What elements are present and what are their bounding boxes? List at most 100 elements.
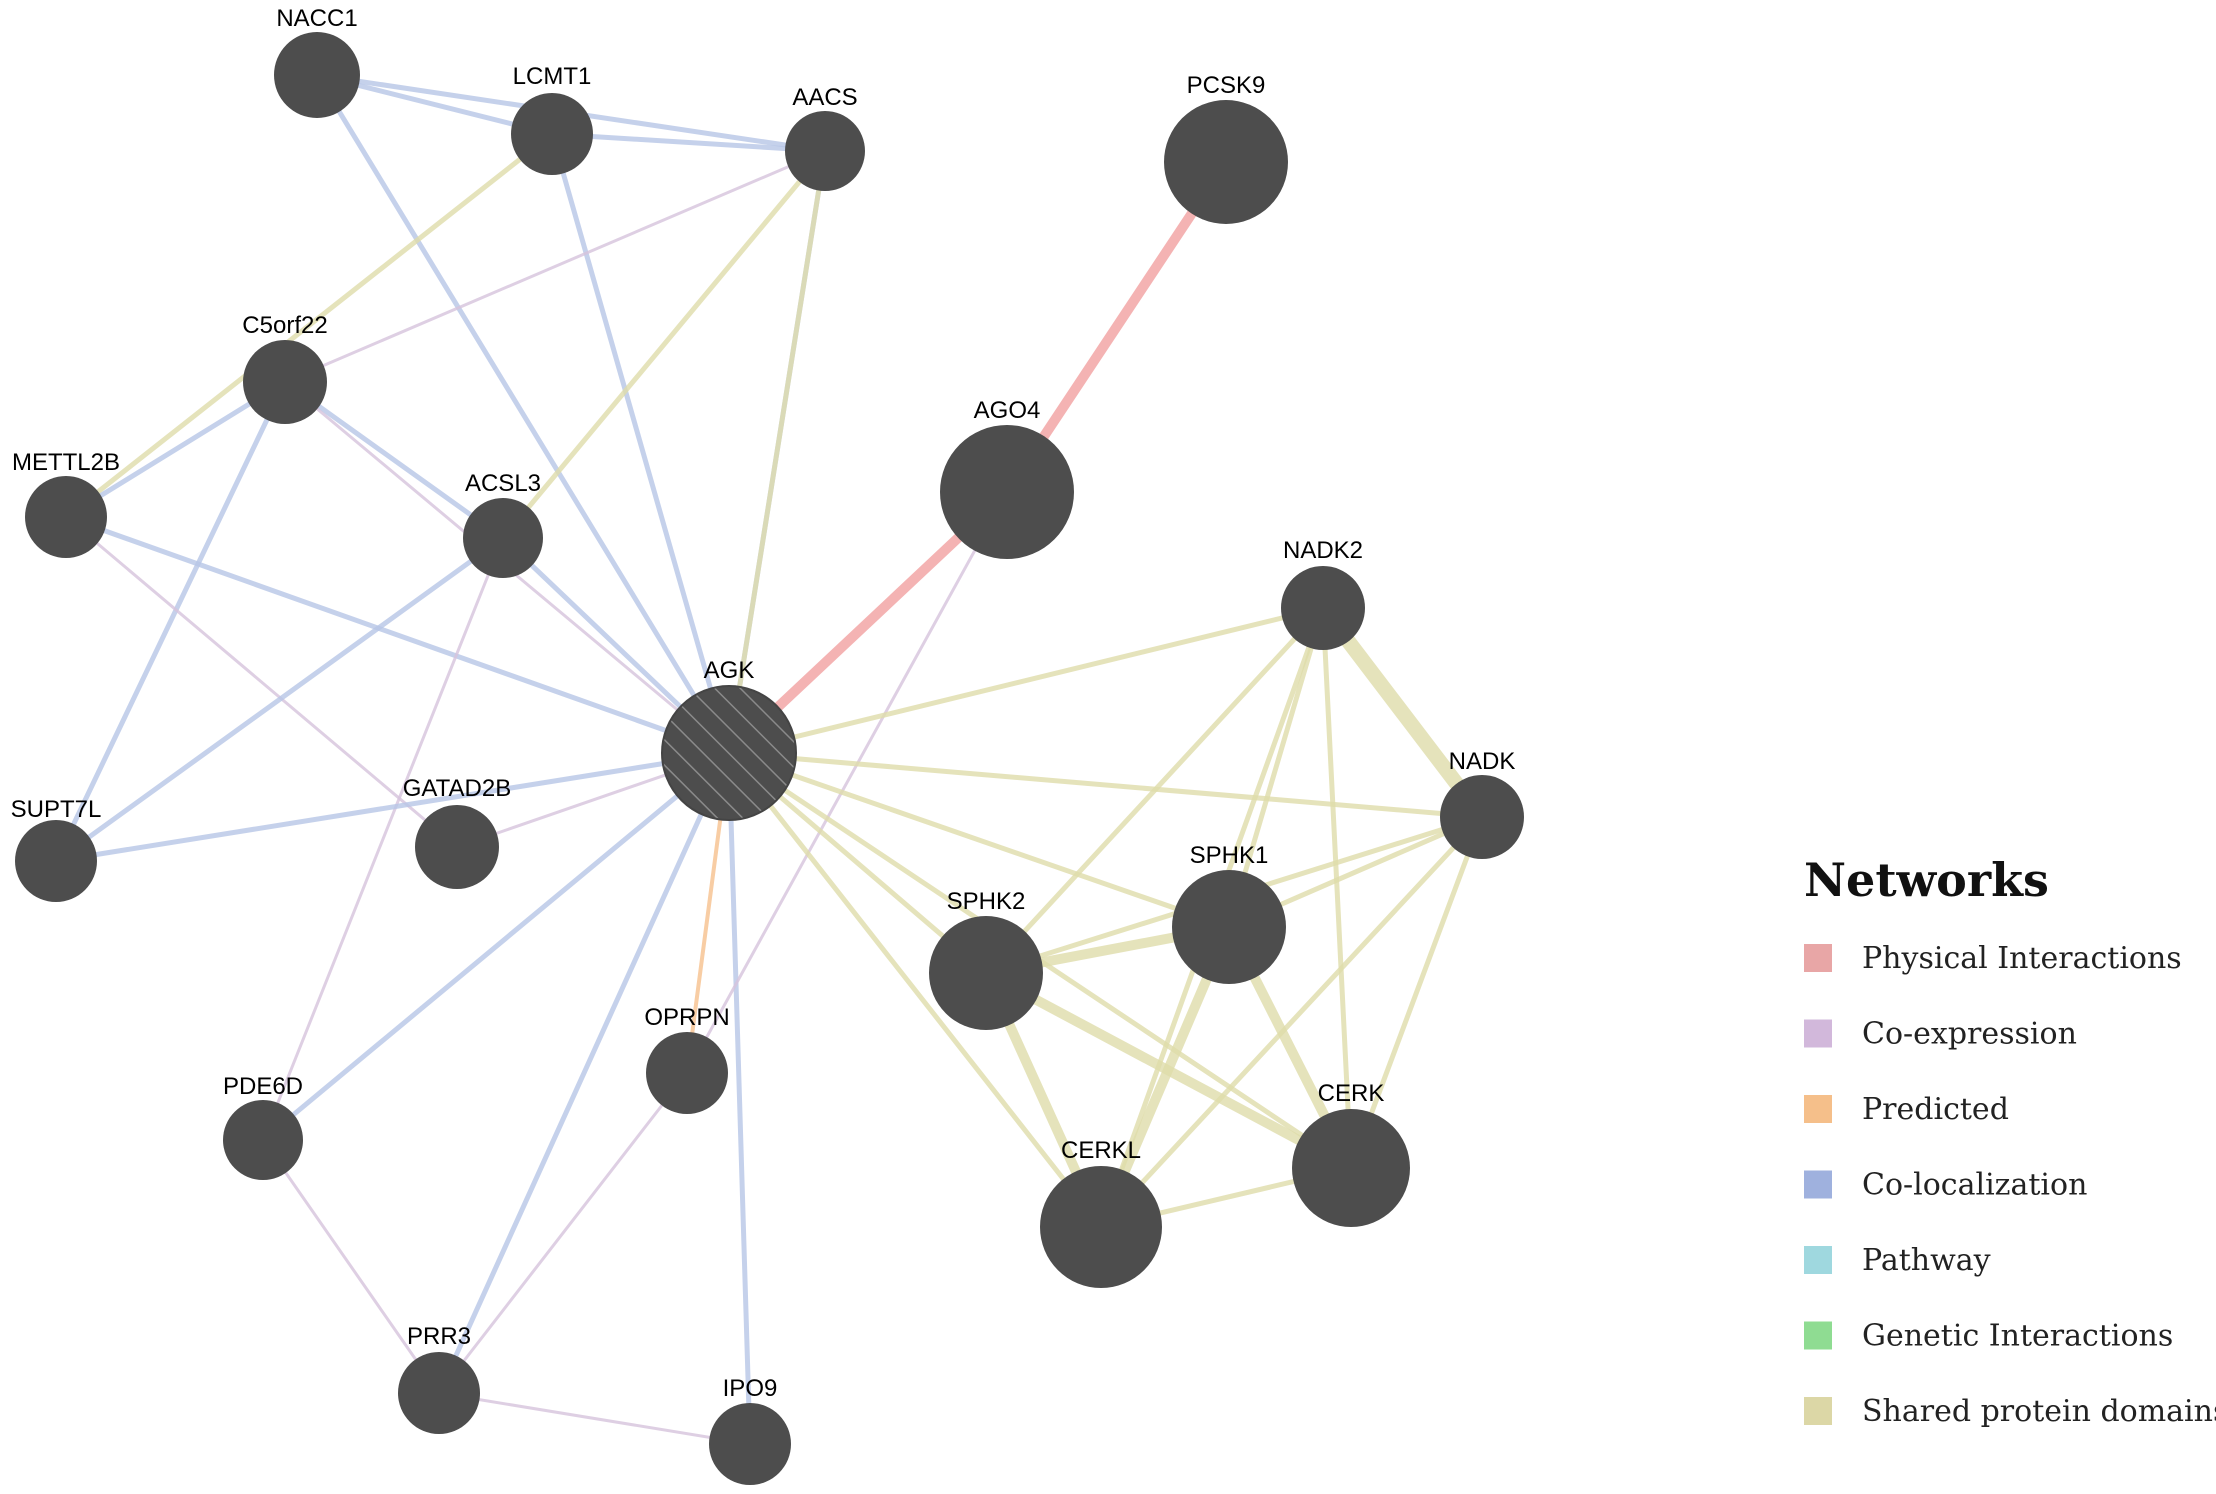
edge-lcmt1-mettl2b	[63, 131, 555, 520]
node-label-oprpn: OPRPN	[644, 1004, 729, 1031]
node-label-nadk2: NADK2	[1283, 537, 1363, 564]
node-cerkl[interactable]: CERKL	[1040, 1137, 1162, 1288]
node-label-aacs: AACS	[792, 84, 857, 111]
node-label-nadk: NADK	[1449, 748, 1516, 775]
edge-aacs-acsl3	[500, 148, 828, 541]
node-mettl2b[interactable]: METTL2B	[12, 449, 120, 558]
node-pde6d[interactable]: PDE6D	[223, 1073, 303, 1180]
node-ipo9[interactable]: IPO9	[709, 1375, 791, 1485]
edge-prr3-ipo9	[437, 1391, 752, 1446]
edge-mettl2b-agk	[63, 514, 732, 756]
legend-label: Pathway	[1862, 1243, 1991, 1278]
node-circle-prr3[interactable]	[398, 1352, 480, 1434]
node-circle-sphk1[interactable]	[1172, 870, 1286, 984]
node-circle-nadk2[interactable]	[1281, 566, 1365, 650]
node-circle-ago4[interactable]	[940, 425, 1074, 559]
node-pcsk9[interactable]: PCSK9	[1164, 72, 1288, 224]
edge-agk-nadk	[726, 750, 1485, 820]
node-circle-aacs[interactable]	[785, 111, 865, 191]
node-ago4[interactable]: AGO4	[940, 397, 1074, 559]
legend-item: Pathway	[1804, 1243, 1991, 1278]
edge-prr3-agk	[436, 750, 732, 1396]
node-circle-sphk2[interactable]	[929, 916, 1043, 1030]
node-circle-oprpn[interactable]	[646, 1032, 728, 1114]
edge-aacs-agk	[726, 148, 828, 756]
node-label-ipo9: IPO9	[723, 1375, 778, 1402]
node-layer: NACC1 LCMT1 AACS PCSK9 C5orf22 METTL2B ACSL3 AG…	[11, 5, 1524, 1485]
node-label-sphk2: SPHK2	[947, 888, 1026, 915]
node-sphk1[interactable]: SPHK1	[1172, 842, 1286, 984]
node-circle-acsl3[interactable]	[463, 498, 543, 578]
legend-label: Physical Interactions	[1862, 941, 2182, 976]
node-circle-c5orf22[interactable]	[243, 340, 327, 424]
node-gatad2b[interactable]: GATAD2B	[403, 775, 511, 889]
node-circle-cerk[interactable]	[1292, 1109, 1410, 1227]
node-circle-nacc1[interactable]	[274, 32, 360, 118]
legend-label: Co-localization	[1862, 1168, 2087, 1203]
node-label-prr3: PRR3	[407, 1323, 471, 1350]
node-circle-lcmt1[interactable]	[511, 93, 593, 175]
legend-swatch	[1804, 1170, 1832, 1199]
node-circle-ipo9[interactable]	[709, 1403, 791, 1485]
node-circle-gatad2b[interactable]	[415, 805, 499, 889]
legend-item: Predicted	[1804, 1092, 2009, 1127]
legend-title: Networks	[1804, 853, 2049, 907]
node-label-ago4: AGO4	[974, 397, 1041, 424]
legend-swatch	[1804, 944, 1832, 972]
node-acsl3[interactable]: ACSL3	[463, 470, 543, 578]
legend-swatch	[1804, 1397, 1832, 1425]
node-circle-pcsk9[interactable]	[1164, 100, 1288, 224]
edge-mettl2b-gatad2b	[64, 515, 459, 849]
node-label-cerkl: CERKL	[1061, 1137, 1141, 1164]
legend-item: Physical Interactions	[1804, 941, 2182, 976]
legend-label: Shared protein domains	[1862, 1394, 2216, 1429]
edge-sphk2-cerk	[981, 968, 1356, 1173]
legend-label: Genetic Interactions	[1862, 1319, 2173, 1354]
edge-agk-cerkl	[726, 750, 1104, 1230]
node-oprpn[interactable]: OPRPN	[644, 1004, 730, 1114]
node-lcmt1[interactable]: LCMT1	[511, 63, 593, 175]
node-c5orf22[interactable]: C5orf22	[242, 312, 328, 424]
edge-nadk2-sphk2	[983, 605, 1326, 976]
node-cerk[interactable]: CERK	[1292, 1080, 1410, 1227]
legend-item: Genetic Interactions	[1804, 1319, 2173, 1354]
node-supt7l[interactable]: SUPT7L	[11, 796, 102, 902]
legend-items: Physical Interactions Co-expression Predic…	[1804, 941, 2216, 1429]
legend-swatch	[1804, 1095, 1832, 1123]
node-circle-cerkl[interactable]	[1040, 1166, 1162, 1288]
legend-swatch	[1804, 1321, 1832, 1350]
edge-agk-sphk1	[726, 750, 1232, 930]
node-prr3[interactable]: PRR3	[398, 1323, 480, 1434]
edge-acsl3-pde6d	[261, 536, 505, 1142]
edge-oprpn-ago4	[685, 490, 1009, 1075]
edge-nadk2-nadk	[1315, 600, 1490, 825]
node-circle-nadk[interactable]	[1440, 775, 1524, 859]
legend-swatch	[1804, 1019, 1832, 1048]
node-label-mettl2b: METTL2B	[12, 449, 120, 476]
node-label-sphk1: SPHK1	[1190, 842, 1269, 869]
node-circle-mettl2b[interactable]	[25, 476, 107, 558]
node-label-agk: AGK	[704, 657, 755, 684]
node-label-lcmt1: LCMT1	[513, 63, 592, 90]
node-label-supt7l: SUPT7L	[11, 796, 102, 823]
node-nadk2[interactable]: NADK2	[1281, 537, 1365, 650]
edge-lcmt1-aacs	[549, 131, 828, 154]
node-agk[interactable]: AGK	[661, 657, 797, 821]
node-nadk[interactable]: NADK	[1440, 748, 1524, 859]
node-sphk2[interactable]: SPHK2	[929, 888, 1043, 1030]
node-circle-pde6d[interactable]	[223, 1100, 303, 1180]
legend-item: Shared protein domains	[1804, 1394, 2216, 1429]
node-circle-agk[interactable]	[661, 685, 797, 821]
node-label-pcsk9: PCSK9	[1187, 72, 1266, 99]
edge-lcmt1-agk	[549, 131, 732, 756]
node-label-c5orf22: C5orf22	[242, 312, 327, 339]
node-circle-supt7l[interactable]	[15, 820, 97, 902]
node-label-nacc1: NACC1	[276, 5, 357, 32]
node-label-gatad2b: GATAD2B	[403, 775, 511, 802]
node-nacc1[interactable]: NACC1	[274, 5, 360, 118]
edge-c5orf22-mettl2b	[63, 379, 288, 520]
node-label-cerk: CERK	[1318, 1080, 1385, 1107]
node-aacs[interactable]: AACS	[785, 84, 865, 191]
edge-nadk2-cerk	[1320, 605, 1354, 1171]
